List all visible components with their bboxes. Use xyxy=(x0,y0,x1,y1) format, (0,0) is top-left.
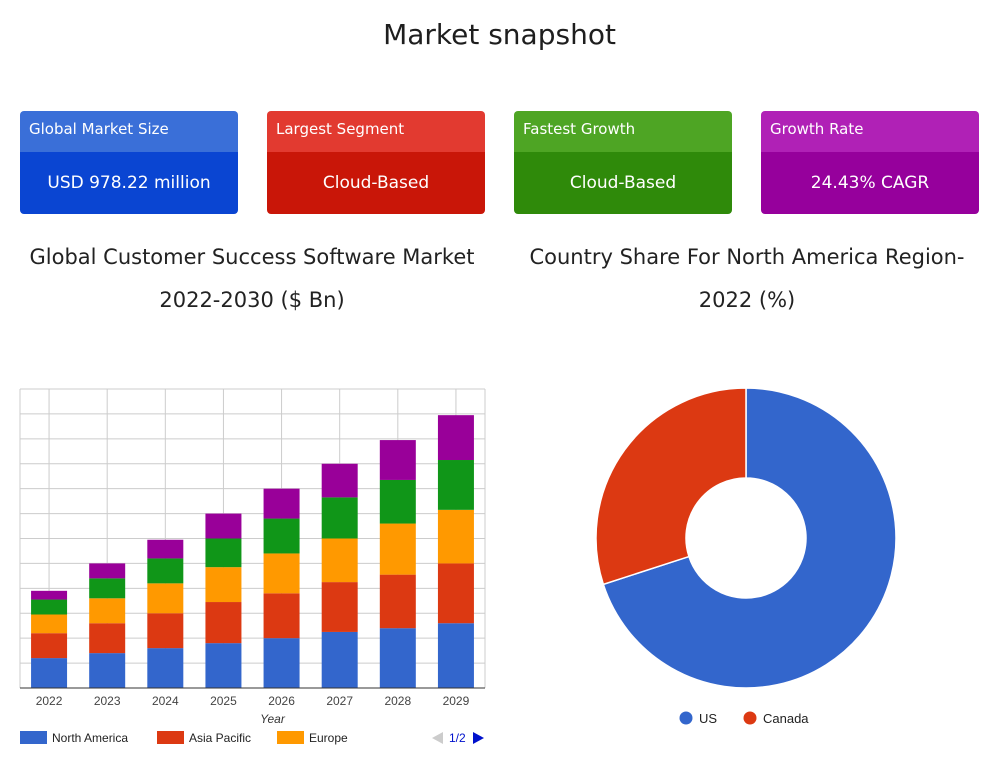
bar-segment-asia-pacific xyxy=(205,602,242,644)
card-label: Fastest Growth xyxy=(514,111,732,152)
legend-swatch xyxy=(277,731,304,744)
bar-segment-europe xyxy=(437,509,474,564)
card-value: Cloud-Based xyxy=(514,152,732,214)
legend-swatch xyxy=(157,731,184,744)
x-tick-label: 2024 xyxy=(152,694,179,708)
pie-chart-title: Country Share For North America Region- … xyxy=(529,245,965,312)
bar-segment-asia-pacific xyxy=(263,593,300,639)
bar-segment-europe xyxy=(263,553,300,594)
bar-segment-series-4 xyxy=(31,599,68,615)
legend-label: North America xyxy=(52,731,128,745)
bar-segment-north-america xyxy=(321,631,358,688)
x-tick-label: 2026 xyxy=(268,694,295,708)
bar-segment-north-america xyxy=(31,658,68,688)
card-label: Largest Segment xyxy=(267,111,485,152)
bar-segment-series-4 xyxy=(205,538,242,568)
bar-segment-asia-pacific xyxy=(31,633,68,659)
global-market-size-card: Global Market Size USD 978.22 million xyxy=(20,111,238,214)
bar-segment-asia-pacific xyxy=(437,563,474,624)
bar-segment-europe xyxy=(321,538,358,583)
fastest-growth-card: Fastest Growth Cloud-Based xyxy=(514,111,732,214)
bar-segment-series-4 xyxy=(379,479,416,524)
legend-label: Canada xyxy=(763,711,809,726)
legend-page-indicator: 1/2 xyxy=(449,731,466,745)
bar-segment-asia-pacific xyxy=(89,623,126,654)
bar-segment-series-4 xyxy=(437,460,474,510)
card-label: Growth Rate xyxy=(761,111,979,152)
bar-segment-north-america xyxy=(379,628,416,688)
donut-slice-us xyxy=(602,387,897,689)
legend-swatch xyxy=(20,731,47,744)
legend-dot xyxy=(679,711,693,725)
legend-dot xyxy=(743,711,757,725)
bar-segment-series-5 xyxy=(437,415,474,461)
bar-segment-series-4 xyxy=(263,518,300,554)
card-value: 24.43% CAGR xyxy=(761,152,979,214)
card-value: USD 978.22 million xyxy=(20,152,238,214)
legend-prev-arrow-icon[interactable] xyxy=(432,732,443,744)
bar-segment-series-5 xyxy=(147,539,184,559)
bar-segment-north-america xyxy=(89,653,126,688)
bar-segment-series-5 xyxy=(31,590,68,600)
page-title: Market snapshot xyxy=(383,18,616,51)
bar-chart-title: Global Customer Success Software Market … xyxy=(29,245,475,312)
x-tick-label: 2029 xyxy=(443,694,470,708)
bar-segment-europe xyxy=(379,523,416,575)
x-tick-label: 2027 xyxy=(326,694,353,708)
bar-segment-north-america xyxy=(147,648,184,688)
growth-rate-card: Growth Rate 24.43% CAGR xyxy=(761,111,979,214)
donut-slice-canada xyxy=(595,387,747,586)
bar-segment-europe xyxy=(205,567,242,603)
bar-segment-europe xyxy=(31,614,68,634)
bar-segment-europe xyxy=(147,583,184,614)
x-tick-label: 2023 xyxy=(94,694,121,708)
legend-label: Europe xyxy=(309,731,348,745)
bar-segment-series-5 xyxy=(205,513,242,539)
bar-segment-series-5 xyxy=(321,463,358,498)
bar-segment-europe xyxy=(89,598,126,624)
legend-label: US xyxy=(699,711,717,726)
largest-segment-card: Largest Segment Cloud-Based xyxy=(267,111,485,214)
card-label: Global Market Size xyxy=(20,111,238,152)
bar-segment-asia-pacific xyxy=(321,582,358,632)
bar-segment-series-4 xyxy=(89,578,126,599)
bar-segment-series-5 xyxy=(379,440,416,480)
bar-segment-series-4 xyxy=(321,497,358,539)
legend-label: Asia Pacific xyxy=(189,731,251,745)
bar-segment-series-4 xyxy=(147,558,184,584)
bar-segment-series-5 xyxy=(263,488,300,519)
bar-segment-series-5 xyxy=(89,563,126,579)
bar-segment-asia-pacific xyxy=(147,613,184,649)
x-tick-label: 2025 xyxy=(210,694,237,708)
bar-segment-north-america xyxy=(205,643,242,688)
bar-segment-north-america xyxy=(263,638,300,688)
x-axis-label: Year xyxy=(260,712,286,726)
legend-next-arrow-icon[interactable] xyxy=(473,732,484,744)
bar-segment-asia-pacific xyxy=(379,574,416,629)
x-tick-label: 2028 xyxy=(384,694,411,708)
bar-segment-north-america xyxy=(437,623,474,688)
card-value: Cloud-Based xyxy=(267,152,485,214)
x-tick-label: 2022 xyxy=(36,694,63,708)
